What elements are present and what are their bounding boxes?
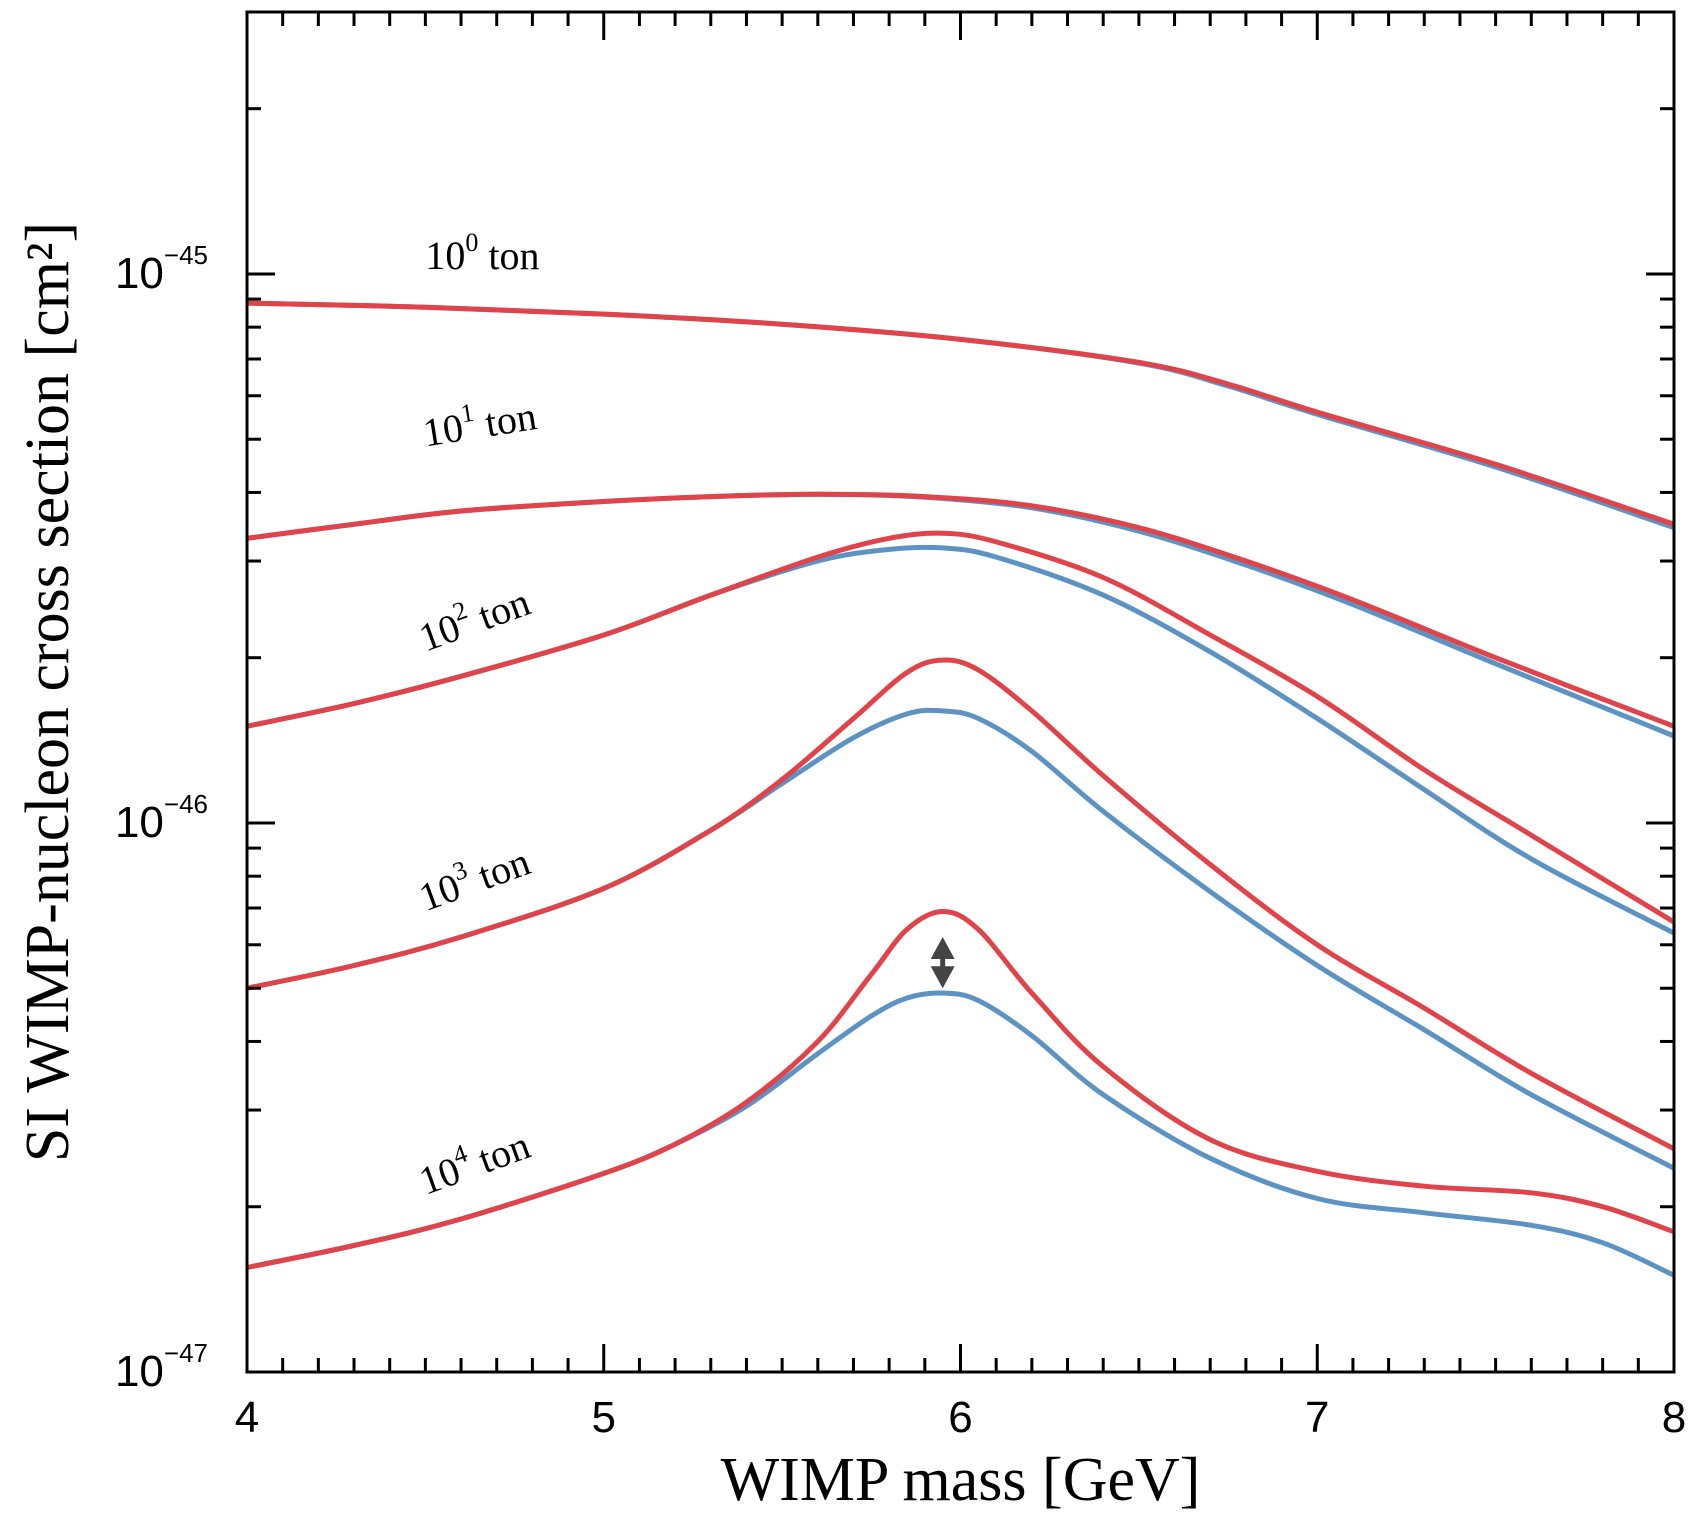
y-tick-label: 10−47 bbox=[115, 1338, 208, 1396]
axes-layer bbox=[245, 10, 1676, 1374]
x-tick-label: 6 bbox=[948, 1393, 972, 1442]
y-tick-label: 10−46 bbox=[115, 789, 208, 847]
series-line-red-2 bbox=[247, 530, 1674, 925]
series-line-red-1 bbox=[247, 491, 1674, 729]
x-tick-label: 4 bbox=[235, 1393, 259, 1442]
curves-layer bbox=[247, 300, 1674, 1278]
series-line-blue-4 bbox=[247, 990, 1674, 1278]
x-tick-label: 7 bbox=[1305, 1393, 1329, 1442]
double-arrow-annotation bbox=[930, 936, 955, 989]
labels-layer: 4 5 6 7 8 10−47 10−46 10−45 WIMP mass [GeV] SI WI… bbox=[14, 222, 1686, 1514]
x-tick-label: 5 bbox=[592, 1393, 616, 1442]
curve-label: 102 ton bbox=[411, 574, 535, 660]
curve-label: 100 ton bbox=[425, 228, 539, 278]
series-line-red-0 bbox=[247, 300, 1674, 527]
series-line-red-3 bbox=[247, 657, 1674, 1152]
y-axis-title: SI WIMP-nucleon cross section [cm²] bbox=[14, 222, 82, 1162]
curve-label: 104 ton bbox=[411, 1118, 535, 1204]
series-line-red-4 bbox=[247, 909, 1674, 1270]
curve-label: 103 ton bbox=[411, 834, 535, 920]
x-tick-label: 8 bbox=[1662, 1393, 1686, 1442]
x-axis-title: WIMP mass [GeV] bbox=[721, 1446, 1201, 1514]
curve-label: 101 ton bbox=[419, 388, 540, 455]
y-tick-label: 10−45 bbox=[115, 240, 208, 298]
